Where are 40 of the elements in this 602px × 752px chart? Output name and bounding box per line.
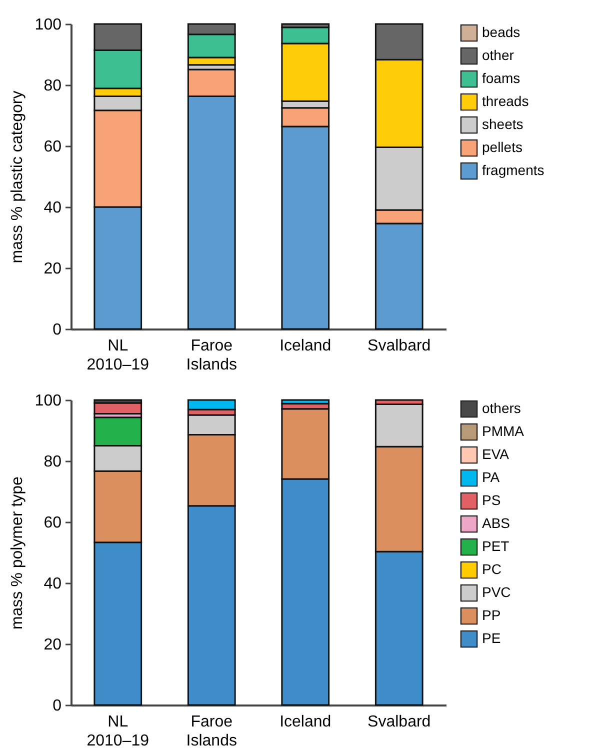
y-tick-label: 40 <box>44 576 62 592</box>
y-tick-label: 100 <box>34 392 62 410</box>
x-tick-label: NL 2010–19 <box>86 714 150 750</box>
y-tick-label: 80 <box>44 78 62 94</box>
x-tick-label: Svalbard <box>368 714 431 730</box>
x-tick-label: Faroe Islands <box>186 338 237 374</box>
legend-label: fragments <box>482 162 544 178</box>
y-tick-label: 60 <box>44 138 62 156</box>
legend-label: PVC <box>482 584 511 600</box>
x-tick-label: Iceland <box>280 714 332 730</box>
x-tick-label: Svalbard <box>368 338 431 354</box>
legend-label: PMMA <box>482 423 525 439</box>
legend-label: PET <box>482 538 510 554</box>
legend-label: PE <box>482 630 501 646</box>
x-tick-label: Iceland <box>280 338 332 354</box>
y-axis-title: mass % plastic category <box>8 90 26 264</box>
y-tick-label: 60 <box>44 514 62 532</box>
legend-label: threads <box>482 93 529 109</box>
legend-label: sheets <box>482 116 524 132</box>
legend-label: PC <box>482 561 502 577</box>
y-tick-label: 0 <box>52 698 62 714</box>
legend-label: EVA <box>482 446 510 462</box>
legend-label: PP <box>482 607 501 623</box>
legend-label: other <box>482 47 514 63</box>
x-tick-label: Faroe Islands <box>186 714 237 750</box>
x-tick-label: NL 2010–19 <box>86 338 150 374</box>
y-tick-label: 20 <box>44 636 62 654</box>
y-tick-label: 100 <box>34 16 62 34</box>
legend-label: beads <box>482 24 520 40</box>
y-axis-title: mass % polymer type <box>8 476 26 630</box>
legend-label: PS <box>482 492 501 508</box>
y-tick-label: 80 <box>44 454 62 470</box>
y-tick-label: 40 <box>44 200 62 216</box>
legend-label: ABS <box>482 515 510 531</box>
legend-label: foams <box>482 70 520 86</box>
legend-label: others <box>482 400 521 416</box>
y-tick-label: 0 <box>52 322 62 338</box>
y-tick-label: 20 <box>44 260 62 278</box>
legend-label: pellets <box>482 139 522 155</box>
legend-label: PA <box>482 469 500 485</box>
